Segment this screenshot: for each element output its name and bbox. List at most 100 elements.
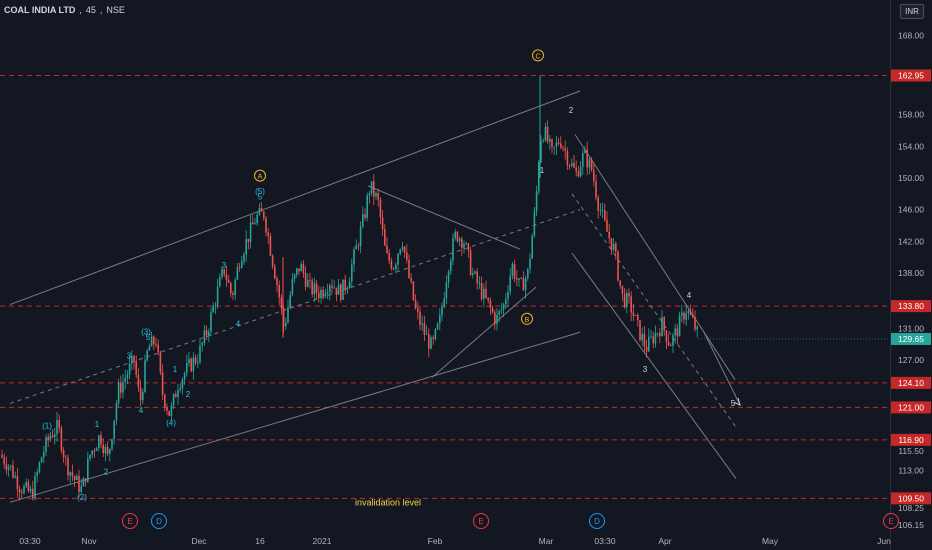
candle-body [326, 292, 329, 294]
candle-body [232, 293, 234, 296]
candle-body [324, 293, 327, 296]
candle-body [663, 317, 665, 331]
candle-body [562, 147, 564, 149]
candle-body [133, 355, 135, 361]
event-marker-label: E [888, 517, 893, 526]
candle-body [575, 167, 577, 172]
candle-body [474, 271, 476, 274]
candle-body [590, 159, 593, 170]
candle-body [511, 264, 514, 276]
y-axis-tick-label: 154.00 [898, 141, 924, 151]
candle-body [333, 287, 335, 289]
candle-body [377, 193, 379, 200]
price-axis[interactable] [890, 0, 932, 550]
candle-body [685, 313, 687, 320]
candle-body [337, 284, 340, 295]
price-level-badge [891, 492, 931, 505]
candle-body [164, 394, 166, 408]
candle-body [417, 308, 419, 312]
candle-body [175, 394, 177, 398]
candle-body [249, 222, 252, 243]
candle-body [148, 346, 151, 351]
candle-body [60, 428, 63, 451]
candle-body [397, 253, 399, 265]
candle-body [179, 388, 181, 391]
candle-body [102, 444, 104, 454]
candle-body [379, 199, 382, 218]
price-level-badge [891, 401, 931, 414]
candle-body [155, 344, 157, 346]
wave-label: 5 [731, 399, 736, 408]
candle-body [205, 330, 208, 336]
candle-body [599, 210, 602, 212]
candle-body [256, 214, 258, 224]
candle-body [502, 304, 505, 310]
candle-body [117, 383, 120, 404]
wave-label: 2 [569, 106, 574, 115]
candle-body [170, 405, 173, 416]
candle-body [159, 351, 162, 373]
candle-body [21, 492, 23, 494]
candle-body [412, 281, 415, 300]
y-axis-tick-label: 127.00 [898, 355, 924, 365]
candle-body [582, 153, 584, 167]
candle-body [665, 330, 668, 343]
title-sep-1: , [79, 5, 82, 15]
candle-body [546, 126, 549, 142]
candle-body [247, 238, 250, 243]
candle-body [373, 181, 375, 197]
candle-body [58, 420, 60, 429]
wave-circle-label: C [535, 53, 540, 60]
wave-label: 5 [146, 333, 151, 342]
candle-body [62, 450, 65, 458]
wave-label: 2 [186, 390, 191, 399]
candle-body [659, 333, 661, 337]
candle-body [634, 315, 637, 316]
candle-body [49, 435, 52, 440]
candle-body [216, 286, 219, 306]
candle-body [14, 475, 16, 478]
candle-body [285, 322, 287, 327]
candle-body [329, 285, 331, 293]
candle-body [40, 457, 43, 463]
candle-body [553, 146, 555, 148]
wave-label: 1 [95, 420, 100, 429]
candle-body [439, 315, 441, 324]
wave-circle-marker [254, 169, 266, 182]
candle-body [346, 288, 349, 290]
candle-body [18, 489, 21, 493]
y-axis-tick-label: 108.25 [898, 503, 924, 513]
candle-body [551, 139, 553, 148]
y-axis-tick-label: 146.00 [898, 205, 924, 215]
wave-label: (5) [255, 187, 265, 196]
candle-body [478, 282, 481, 284]
wave-circle-label: A [258, 174, 263, 181]
candle-body [368, 193, 371, 196]
candle-body [542, 140, 544, 142]
candle-body [549, 139, 551, 142]
candle-body [619, 280, 621, 286]
candle-body [348, 281, 351, 289]
candle-body [645, 346, 648, 352]
exchange-label: NSE [106, 5, 125, 15]
candle-body [637, 315, 639, 321]
candle-body [604, 210, 606, 220]
price-level-badge-label: 124.10 [898, 378, 924, 388]
candle-body [322, 289, 324, 296]
candle-body [518, 278, 520, 280]
candle-body [269, 235, 272, 256]
candle-body [225, 274, 228, 280]
candle-body [300, 263, 302, 272]
price-level-badge-label: 133.80 [898, 301, 924, 311]
candle-body [135, 360, 137, 375]
candle-body [351, 264, 353, 282]
candle-body [54, 434, 56, 438]
candle-body [166, 407, 168, 411]
candle-body [313, 283, 316, 295]
candle-body [335, 287, 338, 295]
candle-body [428, 333, 430, 349]
candle-body [109, 449, 111, 454]
currency-badge[interactable]: INR [900, 4, 924, 19]
candle-body [641, 333, 643, 341]
